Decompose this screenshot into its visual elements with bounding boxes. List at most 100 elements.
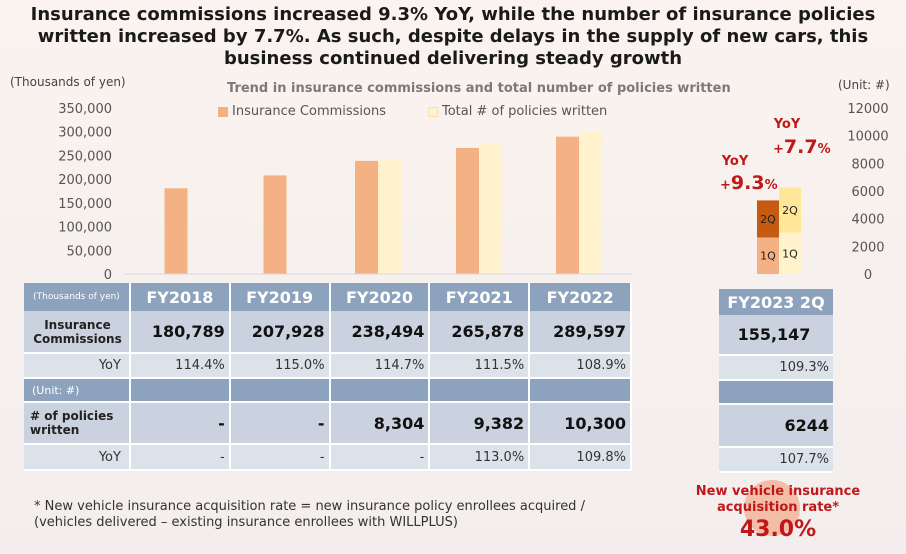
bar-chart: 350,000 300,000 250,000 200,000 150,000 100,0…: [58, 102, 888, 283]
policies-value: 8,304: [329, 402, 431, 445]
policies-yoy: -: [229, 444, 331, 471]
bar-commissions: [456, 147, 479, 274]
yoy-commissions-label: YoY: [721, 154, 749, 169]
left-axis-unit: (Thousands of yen): [10, 75, 126, 89]
bar-policies: [378, 159, 401, 274]
history-table: (Thousands of yen) FY2018 FY2019 FY2020 …: [24, 283, 632, 471]
legend-policies: Total # of policies written: [428, 104, 607, 119]
acquisition-label-1: New vehicle insurance: [695, 484, 861, 499]
page-title: Insurance commissions increased 9.3% YoY…: [0, 4, 906, 70]
table-row-policies: # of policies written - - 8,304 9,382 10…: [24, 402, 632, 445]
right-tick-label: 8000: [851, 157, 884, 172]
title-line-2: written increased by 7.7%. As such, desp…: [37, 26, 869, 47]
right-tick-label: 10000: [847, 130, 888, 145]
yoy-policies-label: YoY: [773, 117, 801, 132]
row-label-policies: # of policies written: [24, 402, 131, 445]
fy2023-unit-row: [719, 380, 833, 405]
left-tick-label: 0: [104, 268, 112, 283]
footnote: * New vehicle insurance acquisition rate…: [34, 499, 585, 531]
left-tick-label: 50,000: [67, 244, 113, 259]
chart-title: Trend in insurance commissions and total…: [227, 81, 731, 96]
year-header: FY2018: [129, 283, 231, 311]
fy2023-table: FY2023 2Q 155,147 109.3% 6244 107.7%: [719, 289, 833, 473]
legend-label-policies: Total # of policies written: [442, 104, 608, 119]
stack-label: 2Q: [760, 213, 776, 226]
table-row-commissions: Insurance Commissions 180,789 207,928 23…: [24, 311, 632, 354]
commission-yoy: 114.7%: [329, 353, 431, 379]
acquisition-rate: New vehicle insurance acquisition rate* …: [692, 484, 864, 544]
policies-yoy: -: [129, 444, 231, 471]
right-tick-label: 4000: [851, 213, 884, 228]
fy2023-commissions-yoy: 109.3%: [719, 355, 833, 381]
stack-label: 1Q: [782, 247, 798, 260]
commission-yoy: 111.5%: [429, 353, 531, 379]
left-tick-label: 150,000: [58, 197, 112, 212]
fy2023-policies-yoy: 107.7%: [719, 447, 833, 473]
year-header: FY2020: [329, 283, 431, 311]
commission-value: 207,928: [229, 311, 331, 354]
table-row-unit: (Unit: #): [24, 378, 632, 403]
legend-swatch-commissions: [218, 106, 228, 117]
stack-policies-1Q: [779, 232, 801, 274]
year-header: FY2019: [229, 283, 331, 311]
stack-policies-2Q: [779, 187, 801, 233]
commission-value: 289,597: [529, 311, 632, 354]
left-tick-label: 300,000: [58, 126, 112, 141]
row-label-yoy: YoY: [24, 444, 131, 471]
policies-yoy: 109.8%: [529, 444, 632, 471]
yoy-commissions-value: +9.3%: [720, 172, 778, 194]
right-axis-unit: (Unit: #): [838, 78, 890, 92]
bar-policies: [579, 131, 602, 274]
bar-commissions: [164, 188, 188, 274]
row-unit-label: (Unit: #): [24, 378, 131, 403]
yoy-policies-value: +7.7%: [773, 136, 831, 158]
row-label-commissions: Insurance Commissions: [24, 311, 131, 354]
right-tick-label: 12000: [847, 102, 888, 117]
bar-commissions: [556, 136, 579, 274]
table-row-policies-yoy: YoY - - - 113.0% 109.8%: [24, 444, 632, 471]
stack-commissions-2Q: [757, 200, 779, 238]
stack-label: 2Q: [782, 204, 798, 217]
policies-yoy: 113.0%: [429, 444, 531, 471]
commission-yoy: 108.9%: [529, 353, 632, 379]
acquisition-value: 43.0%: [739, 517, 817, 542]
commission-yoy: 115.0%: [229, 353, 331, 379]
year-header: FY2021: [429, 283, 531, 311]
legend-commissions: Insurance Commissions: [218, 104, 386, 119]
table-unit-header: (Thousands of yen): [24, 283, 131, 311]
bar-policies: [479, 144, 502, 274]
row-label-yoy: YoY: [24, 353, 131, 379]
fy2023-header: FY2023 2Q: [719, 289, 833, 315]
bar-commissions: [263, 175, 287, 274]
right-tick-label: 2000: [851, 240, 884, 255]
legend-label-commissions: Insurance Commissions: [232, 104, 387, 119]
policies-value: -: [129, 402, 231, 445]
commission-yoy: 114.4%: [129, 353, 231, 379]
footnote-line-2: (vehicles delivered – existing insurance…: [34, 515, 458, 530]
policies-yoy: -: [329, 444, 431, 471]
left-tick-label: 250,000: [58, 149, 112, 164]
stack-label: 1Q: [760, 250, 776, 263]
left-tick-label: 200,000: [58, 173, 112, 188]
bar-commissions: [355, 160, 378, 274]
policies-value: 10,300: [529, 402, 632, 445]
stack-commissions-1Q: [757, 237, 779, 274]
footnote-line-1: * New vehicle insurance acquisition rate…: [34, 499, 585, 514]
highlight-dot: [744, 480, 800, 536]
title-line-3: business continued delivering steady gro…: [223, 48, 683, 69]
commission-value: 238,494: [329, 311, 431, 354]
right-tick-label: 6000: [851, 185, 884, 200]
year-header: FY2022: [529, 283, 632, 311]
left-tick-label: 100,000: [58, 221, 112, 236]
right-tick-label: 0: [864, 268, 872, 283]
legend-swatch-policies: [428, 106, 438, 117]
policies-value: 9,382: [429, 402, 531, 445]
acquisition-label-2: acquisition rate*: [716, 500, 840, 515]
fy2023-commissions: 155,147: [719, 315, 833, 356]
commission-value: 180,789: [129, 311, 231, 354]
title-line-1: Insurance commissions increased 9.3% YoY…: [30, 4, 876, 25]
left-tick-label: 350,000: [58, 102, 112, 117]
policies-value: -: [229, 402, 331, 445]
table-row-commissions-yoy: YoY 114.4% 115.0% 114.7% 111.5% 108.9%: [24, 353, 632, 379]
commission-value: 265,878: [429, 311, 531, 354]
